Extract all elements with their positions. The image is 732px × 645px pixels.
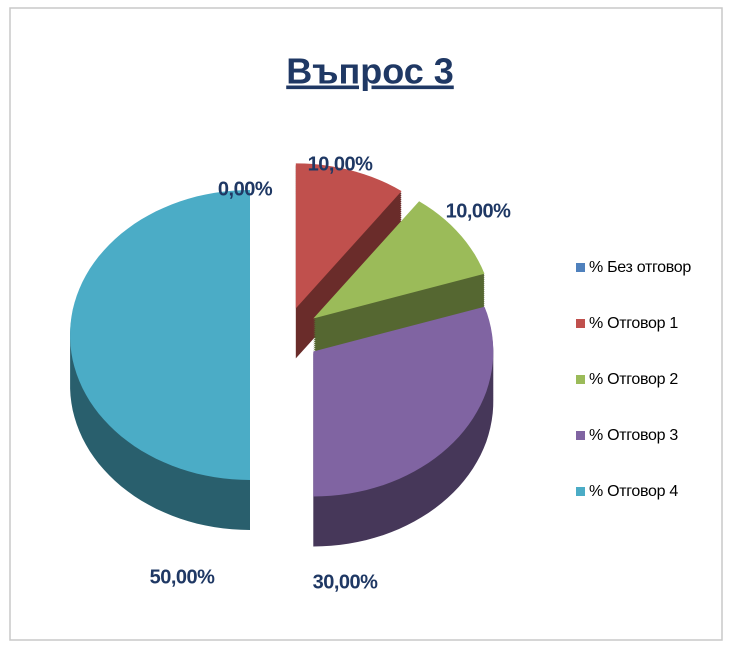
legend-swatch	[576, 319, 585, 328]
data-label: 50,00%	[150, 566, 216, 588]
pie-slice	[70, 190, 250, 480]
legend-label: % Отговор 4	[589, 483, 678, 500]
data-label: 30,00%	[313, 571, 379, 593]
pie-slice	[313, 201, 485, 319]
legend-label: % Отговор 2	[589, 371, 678, 388]
legend-label: % Без отговор	[589, 259, 691, 276]
data-label: 10,00%	[308, 153, 374, 175]
pie-slice	[295, 163, 402, 309]
legend-swatch	[576, 431, 585, 440]
legend-swatch	[576, 375, 585, 384]
data-label: 10,00%	[446, 200, 512, 222]
legend-label: % Отговор 1	[589, 315, 678, 332]
pie-slice	[313, 306, 494, 497]
legend-swatch	[576, 487, 585, 496]
chart-title: Въпрос 3	[286, 51, 454, 92]
legend-label: % Отговор 3	[589, 427, 678, 444]
data-label: 0,00%	[218, 178, 273, 200]
legend-swatch	[576, 263, 585, 272]
